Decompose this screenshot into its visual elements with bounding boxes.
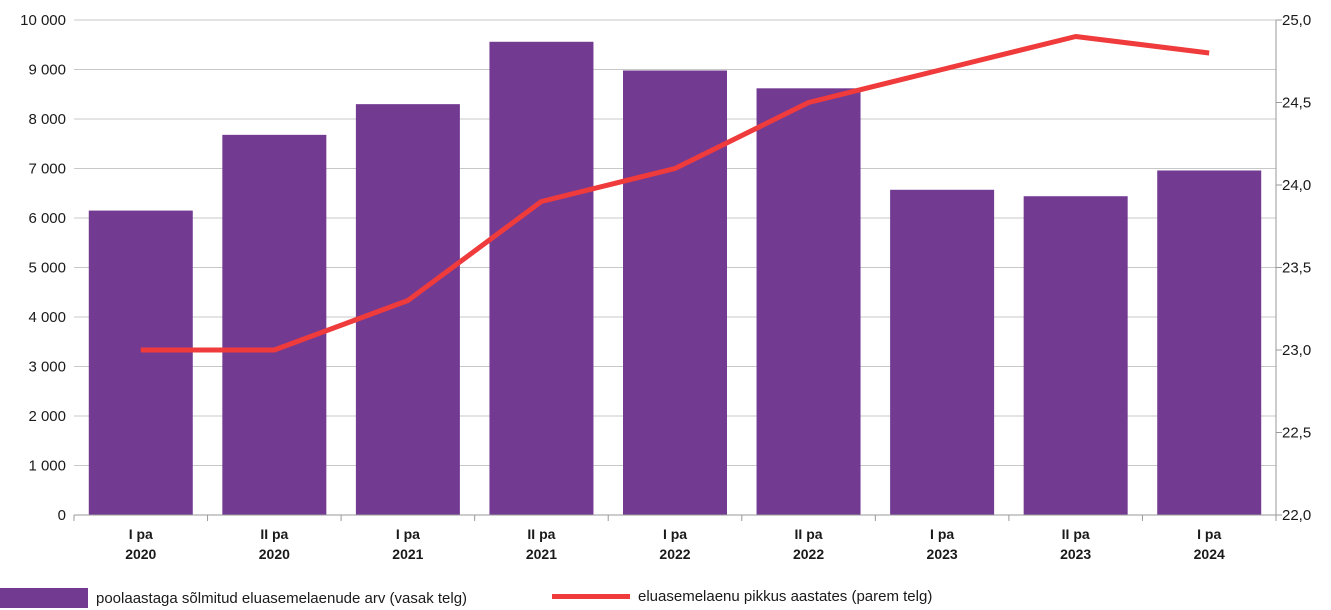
bar [222, 134, 327, 515]
right-tick-label: 24,5 [1282, 95, 1311, 112]
bar [489, 41, 594, 515]
series-line [140, 34, 1210, 353]
category-label: I pa 2023 [927, 526, 958, 562]
category-label: II pa 2021 [526, 526, 557, 562]
left-tick-label: 0 [58, 507, 66, 524]
legend-bar-label: poolaastaga sõlmitud eluasemelaenude arv… [96, 589, 468, 607]
category-label: I pa 2022 [659, 526, 690, 562]
right-tick-label: 23,0 [1282, 342, 1311, 359]
category-labels: I pa 2020 II pa 2020 I pa 2021 II pa 2021 I pa 20… [125, 526, 1225, 562]
left-tick-label: 10 000 [20, 12, 66, 29]
right-tick-label: 22,5 [1282, 425, 1311, 442]
left-tick-label: 3 000 [28, 359, 66, 376]
left-tick-label: 2 000 [28, 408, 66, 425]
category-label: II pa 2022 [793, 526, 824, 562]
bar [88, 210, 193, 515]
legend-line-swatch [552, 594, 630, 599]
combo-chart: 0 1 000 2 000 3 000 4 000 5 000 6 000 7 000 8 00… [20, 12, 1311, 562]
bar [1157, 170, 1262, 516]
right-tick-label: 25,0 [1282, 12, 1311, 29]
legend-line-label: eluasemelaenu pikkus aastates (parem tel… [638, 588, 933, 605]
left-tick-label: 1 000 [28, 458, 66, 475]
bar [756, 88, 861, 515]
right-tick-label: 22,0 [1282, 507, 1311, 524]
left-tick-label: 9 000 [28, 62, 66, 79]
axes [73, 20, 1277, 521]
legend-bar-swatch [0, 588, 88, 608]
category-label: I pa 2024 [1194, 526, 1225, 562]
right-axis-ticks: 22,0 22,5 23,0 23,5 24,0 24,5 25,0 [1282, 12, 1311, 524]
left-tick-label: 6 000 [28, 210, 66, 227]
right-tick-label: 23,5 [1282, 260, 1311, 277]
bar [1023, 196, 1128, 515]
category-label: I pa 2021 [392, 526, 423, 562]
category-label: II pa 2020 [259, 526, 290, 562]
bar [623, 70, 727, 516]
category-label: I pa 2020 [125, 526, 156, 562]
legend-item-line: eluasemelaenu pikkus aastates (parem tel… [552, 588, 932, 605]
bar-series [88, 41, 1262, 516]
legend-item-bar: poolaastaga sõlmitud eluasemelaenude arv… [0, 588, 467, 608]
bar [890, 189, 995, 515]
left-axis-ticks: 0 1 000 2 000 3 000 4 000 5 000 6 000 7 000 8 00… [20, 12, 66, 524]
right-tick-label: 24,0 [1282, 177, 1311, 194]
legend: poolaastaga sõlmitud eluasemelaenude arv… [0, 588, 1331, 610]
left-tick-label: 7 000 [28, 161, 66, 178]
left-tick-label: 4 000 [28, 309, 66, 326]
line-series [140, 34, 1210, 353]
left-tick-label: 8 000 [28, 111, 66, 128]
bar [355, 104, 460, 516]
category-label: II pa 2023 [1060, 526, 1091, 562]
left-tick-label: 5 000 [28, 260, 66, 277]
